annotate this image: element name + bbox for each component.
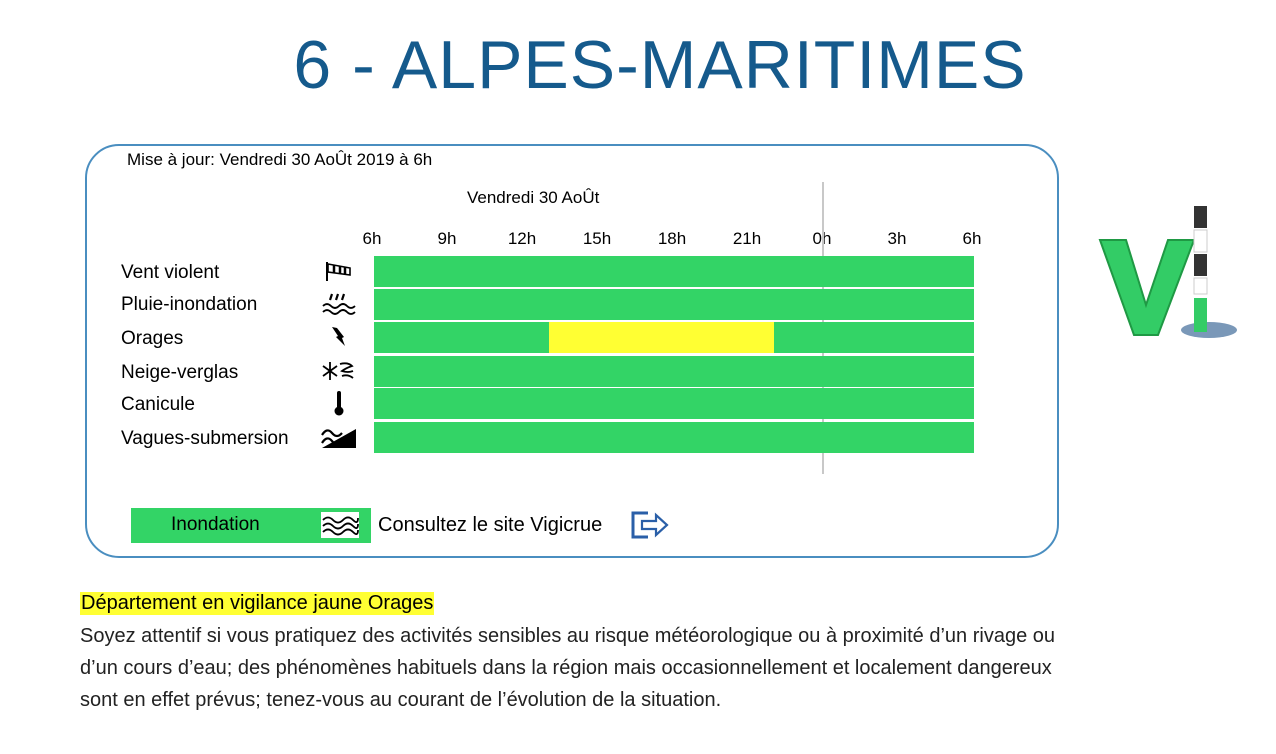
row-label-vent-violent: Vent violent: [121, 262, 220, 283]
row-bar-orages: [374, 322, 974, 353]
update-timestamp: Mise à jour: Vendredi 30 AoÛt 2019 à 6h: [127, 150, 433, 169]
inondation-legend: Inondation: [131, 508, 371, 543]
thermometer-icon: [320, 388, 358, 418]
alert-body: Soyez attentif si vous pratiquez des act…: [80, 625, 1055, 711]
vigilance-segment-green: [374, 256, 974, 287]
row-label-orages: Orages: [121, 328, 184, 349]
hour-label: 15h: [582, 229, 612, 248]
page-title: 6 - ALPES-MARITIMES: [293, 27, 1027, 103]
wave-submersion-icon: [320, 422, 358, 452]
inondation-label: Inondation: [171, 514, 260, 535]
row-label-canicule: Canicule: [121, 394, 195, 415]
snow-ice-icon: [320, 356, 358, 386]
row-bar-canicule: [374, 388, 974, 419]
vigicrue-link[interactable]: Consultez le site Vigicrue: [378, 514, 603, 536]
vigilance-segment-green: [374, 289, 974, 320]
hour-label: 18h: [657, 229, 687, 248]
lightning-icon: [320, 322, 358, 352]
hour-label: 21h: [732, 229, 762, 248]
hour-label: 6h: [962, 229, 982, 248]
vigilance-segment-green: [374, 388, 974, 419]
hour-label: 9h: [437, 229, 457, 248]
rain-flood-icon: [320, 289, 358, 319]
row-bar-vent-violent: [374, 256, 974, 287]
alert-title: Département en vigilance jaune Orages: [80, 592, 435, 615]
waves-icon: [321, 512, 359, 538]
hour-label: 6h: [362, 229, 382, 248]
external-link-icon[interactable]: [630, 510, 670, 540]
row-label-vagues-submersion: Vagues-submersion: [121, 428, 289, 449]
wind-sock-icon: [320, 256, 358, 286]
row-label-pluie-inondation: Pluie-inondation: [121, 294, 258, 315]
row-label-neige-verglas: Neige-verglas: [121, 362, 239, 383]
day-label: Vendredi 30 AoÛt: [467, 188, 600, 207]
vigilance-segment-green: [374, 322, 549, 353]
vigilance-segment-green: [774, 322, 974, 353]
hour-label: 12h: [507, 229, 537, 248]
vigilance-panel: [85, 144, 1059, 558]
hour-label: 3h: [887, 229, 907, 248]
vigilance-segment-yellow: [549, 322, 774, 353]
vigilance-segment-green: [374, 422, 974, 453]
vigilance-logo-icon: [1094, 200, 1244, 350]
vigilance-segment-green: [374, 356, 974, 387]
row-bar-neige-verglas: [374, 356, 974, 387]
row-bar-pluie-inondation: [374, 289, 974, 320]
row-bar-vagues-submersion: [374, 422, 974, 453]
